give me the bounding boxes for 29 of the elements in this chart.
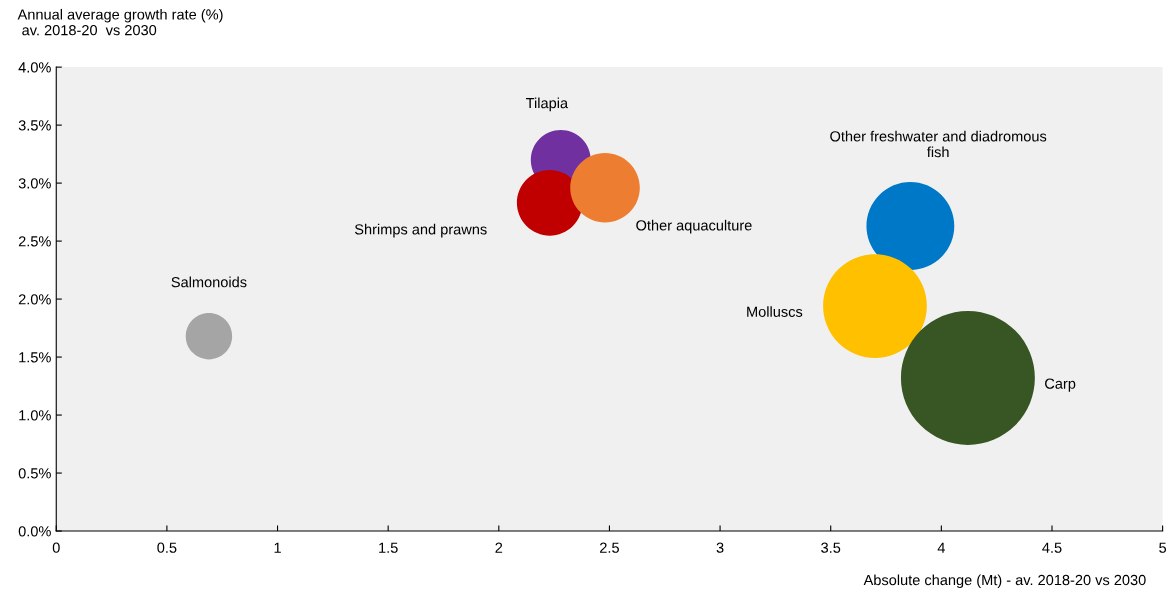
y-tick-label: 0.5% — [18, 468, 51, 479]
y-tick-label: 3.5% — [18, 120, 51, 131]
x-tick-label: 4 — [937, 542, 945, 553]
series-label: Carp — [1045, 378, 1076, 392]
series-label: Other aquaculture — [636, 219, 752, 234]
y-tick-label: 2.5% — [18, 236, 51, 247]
text: Shrimps and prawns — [354, 223, 487, 238]
x-tick-label: 0.5 — [157, 542, 177, 553]
x-tick-label: 1.5 — [379, 542, 398, 553]
series-label: Tilapia — [525, 97, 569, 112]
y-tick-label: 2.0% — [18, 294, 51, 305]
x-tick-label: 2 — [495, 542, 503, 553]
x-tick-label: 1 — [274, 542, 281, 553]
x-tick-label: 3.5 — [821, 542, 841, 553]
x-tick-label: 2.5 — [600, 542, 619, 553]
x-tick-label: 3 — [716, 542, 724, 553]
x-tick-label: 0 — [52, 542, 60, 553]
text: Other freshwater and diadromous fish — [830, 130, 1047, 158]
y-tick-label: 3.0% — [18, 178, 51, 189]
y-axis-title: Annual average growth rate (%) av. 2018-20 vs 2030 — [17, 8, 223, 36]
text: Salmonoids — [171, 276, 247, 288]
x-tick-label: 5 — [1159, 542, 1167, 553]
y-tick-label: 1.5% — [19, 352, 51, 363]
y-tick-label: 0.0% — [18, 526, 51, 537]
series-label: Molluscs — [747, 306, 803, 317]
y-tick-label: 1.0% — [19, 410, 51, 421]
y-tick-label: 4.0% — [18, 62, 51, 73]
x-tick-label: 4.5 — [1042, 542, 1062, 553]
x-axis-title: Absolute change (Mt) - av. 2018-20 vs 2030 — [863, 574, 1146, 589]
